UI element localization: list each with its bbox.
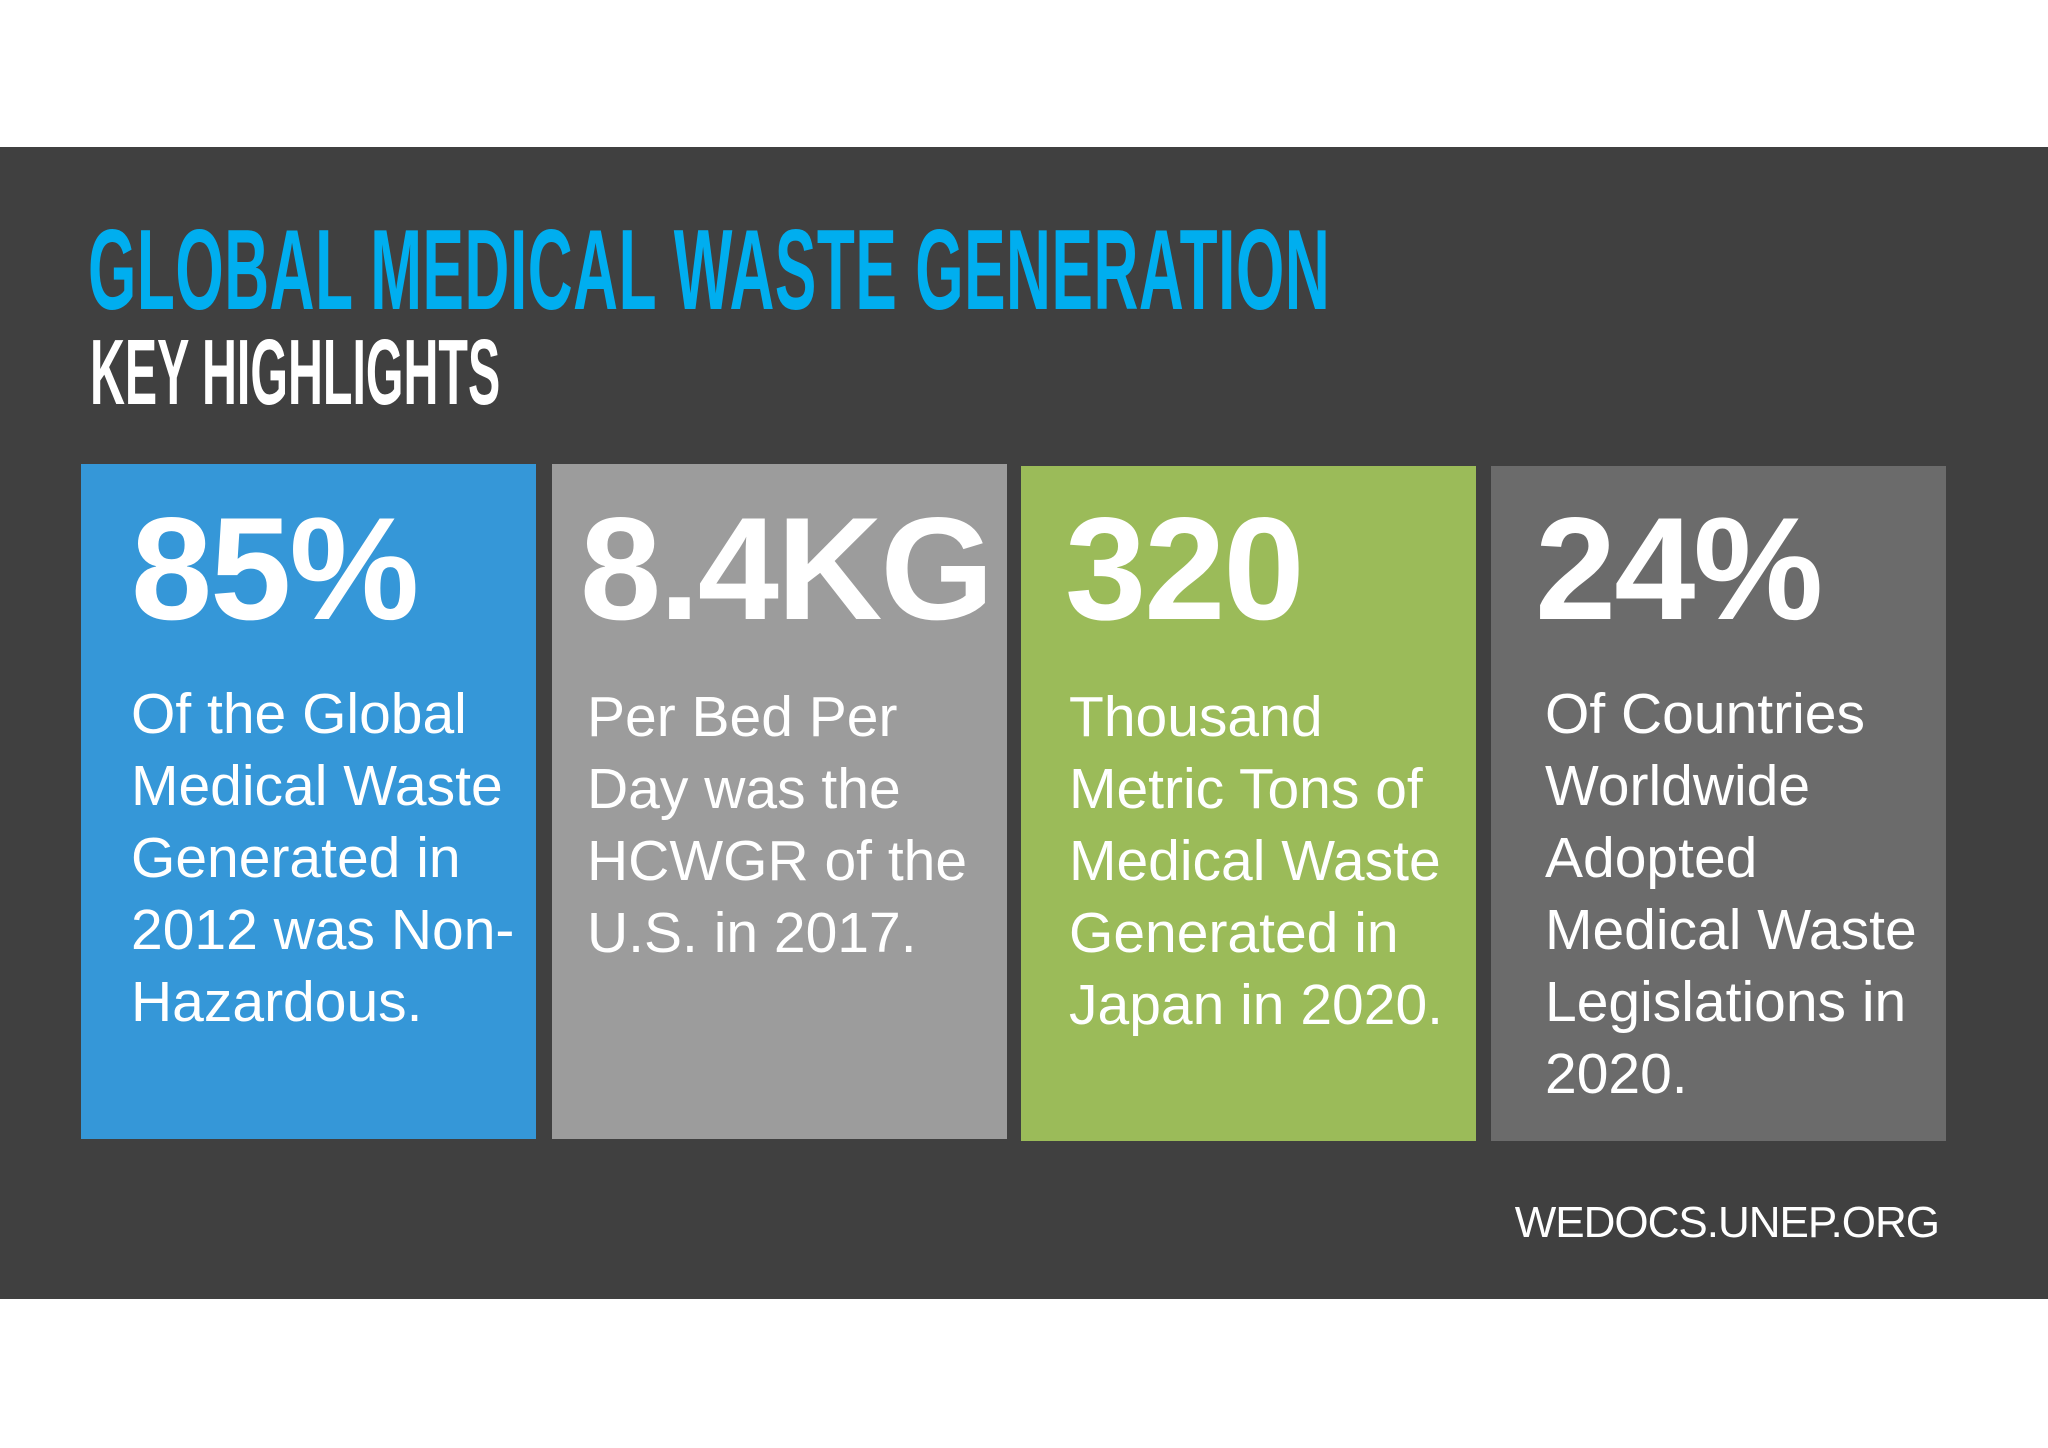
stat-value: 8.4KG <box>580 487 994 650</box>
stat-value: 24% <box>1535 487 1823 650</box>
stat-description: Of the Global Medical Waste Generated in… <box>131 682 515 1034</box>
stat-card-320: 320 Thousand Metric Tons of Medical Wast… <box>1021 466 1476 1141</box>
page-subtitle: KEY HIGHLIGHTS <box>90 320 501 424</box>
stat-card-24-percent: 24% Of Countries Worldwide Adopted Medic… <box>1491 466 1946 1141</box>
stat-card-8-4-kg: 8.4KG Per Bed Per Day was the HCWGR of t… <box>552 464 1007 1139</box>
source-credit: WEDOCS.UNEP.ORG <box>1514 1198 1940 1247</box>
stat-description: Thousand Metric Tons of Medical Waste Ge… <box>1069 685 1443 1037</box>
page-title: GLOBAL MEDICAL WASTE GENERATION <box>88 207 1331 334</box>
stat-description: Of Countries Worldwide Adopted Medical W… <box>1545 682 1917 1106</box>
stat-card-85-percent: 85% Of the Global Medical Waste Generate… <box>81 464 536 1139</box>
stat-value: 320 <box>1065 487 1305 650</box>
stat-description: Per Bed Per Day was the HCWGR of the U.S… <box>587 685 968 965</box>
stat-value: 85% <box>131 487 419 650</box>
